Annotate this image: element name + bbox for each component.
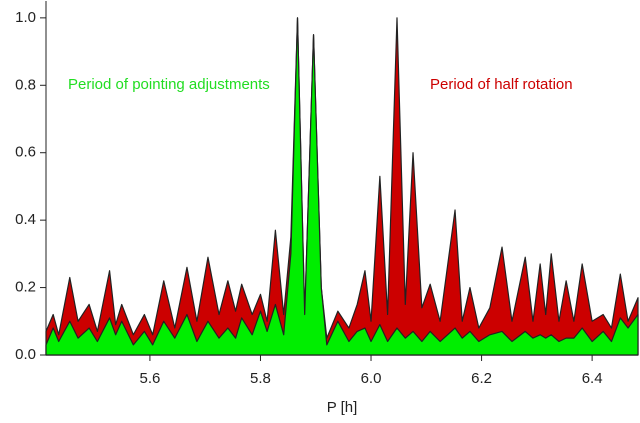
x-tick-label: 6.4 [582,370,603,387]
annotation: Period of half rotation [430,76,573,93]
area [45,17,639,356]
y-tick-label: 0.6 [15,144,36,161]
y-tick-label: 0.0 [15,346,36,363]
x-tick-label: 6.2 [471,370,492,387]
y-tick-label: 0.8 [15,76,36,93]
y-tick-label: 0.2 [15,279,36,296]
x-tick-label: 5.6 [139,370,160,387]
x-tick-label: 6.0 [361,370,382,387]
annotation: Period of pointing adjustments [68,76,270,93]
y-tick-label: 1.0 [15,9,36,26]
y-tick-label: 0.4 [15,211,36,228]
x-axis-label: P [h] [327,399,358,416]
area [45,17,639,356]
x-tick-label: 5.8 [250,370,271,387]
